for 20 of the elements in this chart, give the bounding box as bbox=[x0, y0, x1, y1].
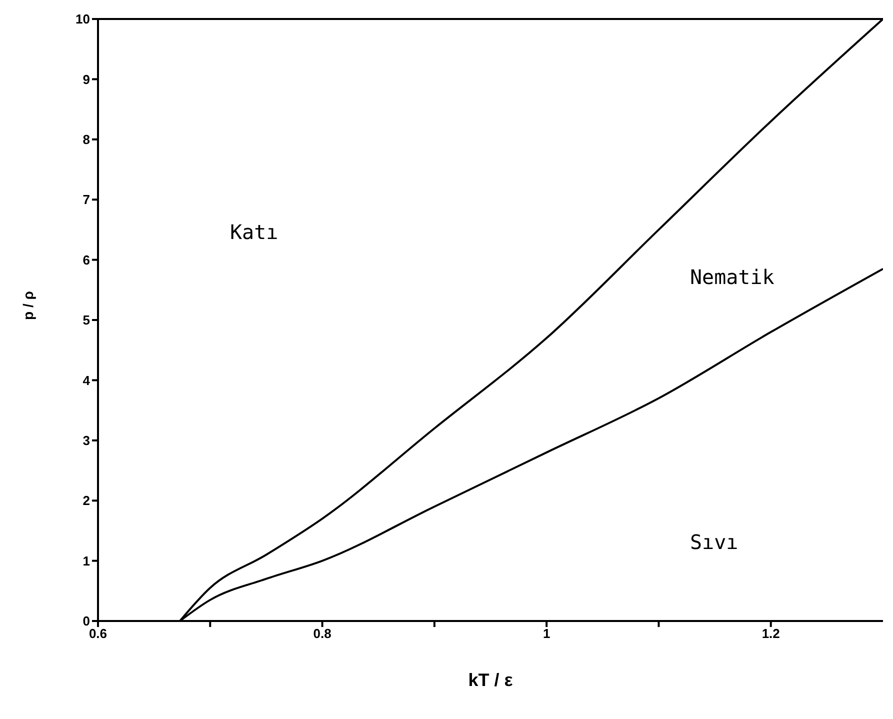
y-tick-label: 6 bbox=[82, 252, 90, 268]
y-tick-label: 5 bbox=[82, 312, 90, 328]
x-tick-label: 1.2 bbox=[762, 626, 780, 642]
annotation: Sıvı bbox=[690, 530, 738, 554]
y-tick-label: 10 bbox=[76, 12, 90, 27]
y-tick-label: 2 bbox=[82, 493, 90, 508]
x-tick-label: 1 bbox=[542, 626, 550, 642]
x-tick-label: 0.8 bbox=[313, 626, 332, 642]
annotation: Katı bbox=[230, 220, 278, 244]
y-tick-label: 7 bbox=[82, 192, 90, 208]
y-tick-label: 9 bbox=[82, 72, 90, 87]
y-tick-label: 3 bbox=[82, 433, 90, 448]
y-tick-label: 0 bbox=[82, 614, 90, 629]
y-tick-label: 8 bbox=[82, 132, 90, 148]
y-tick-label: 4 bbox=[82, 372, 91, 388]
x-axis-title: kT / ε bbox=[468, 670, 514, 690]
annotation: Nematik bbox=[690, 265, 774, 289]
y-axis-title: p / ρ bbox=[20, 290, 36, 320]
x-tick-label: 0.6 bbox=[88, 626, 108, 642]
y-tick-label: 1 bbox=[82, 553, 90, 568]
